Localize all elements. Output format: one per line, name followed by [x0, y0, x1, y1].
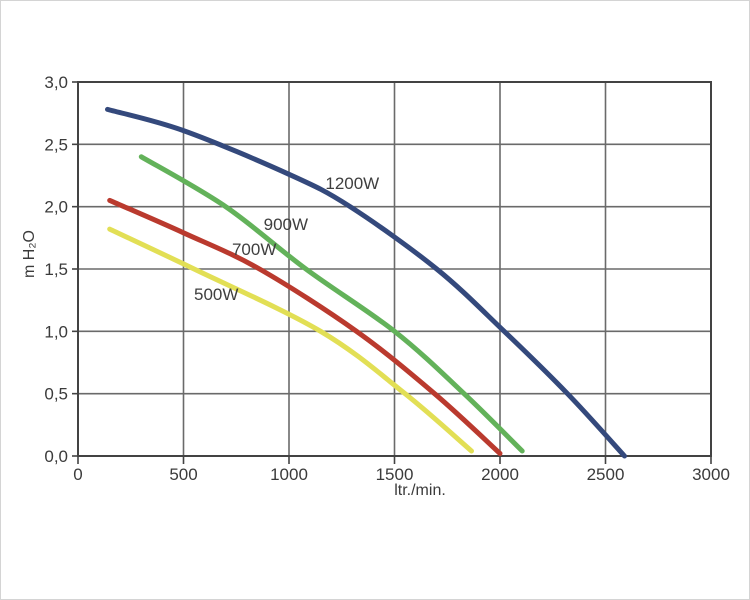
curve-700w [107, 197, 503, 456]
x-tick-label-3000: 3000 [692, 465, 730, 484]
curve-500w [107, 226, 474, 454]
curve-label-1200w: 1200W [325, 174, 379, 193]
y-tick-label-1,0: 1,0 [44, 322, 68, 341]
curve-label-700w: 700W [232, 240, 276, 259]
x-tick-label-1500: 1500 [376, 465, 414, 484]
x-axis-title: ltr./min. [394, 482, 446, 499]
y-tick-label-3,0: 3,0 [44, 73, 68, 92]
curve-label-900w: 900W [264, 215, 308, 234]
y-tick-label-1,5: 1,5 [44, 260, 68, 279]
plot-frame [77, 81, 712, 457]
y-tick-label-2,0: 2,0 [44, 198, 68, 217]
y-tick-label-0,5: 0,5 [44, 385, 68, 404]
x-tick-label-1000: 1000 [270, 465, 308, 484]
curve-900w [138, 154, 525, 454]
x-tick-label-500: 500 [169, 465, 197, 484]
y-tick-label-2,5: 2,5 [44, 135, 68, 154]
curve-1200w [105, 106, 627, 459]
x-tick-label-2000: 2000 [481, 465, 519, 484]
y-axis-title: m H₂O [21, 230, 38, 278]
curve-label-500w: 500W [194, 285, 238, 304]
x-tick-label-2500: 2500 [587, 465, 625, 484]
x-tick-label-0: 0 [73, 465, 82, 484]
y-tick-label-0,0: 0,0 [44, 447, 68, 466]
